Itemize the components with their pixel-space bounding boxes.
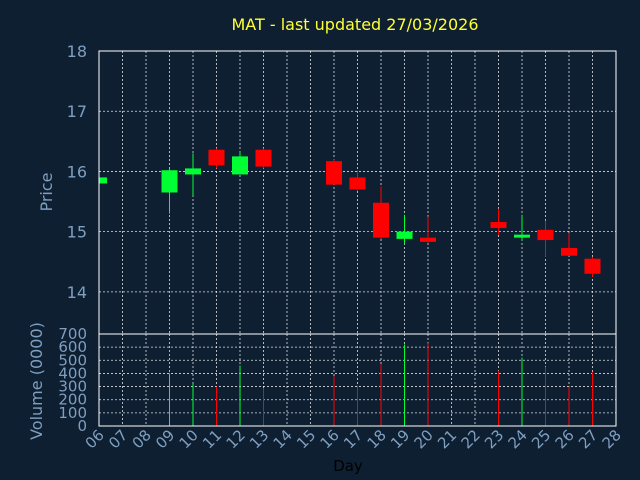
x-tick-label: 07 [105,426,131,452]
candle-up [232,156,248,175]
candle-down [208,149,225,166]
volume-tick-label: 500 [58,351,87,369]
x-tick-label: 17 [340,426,366,452]
x-tick-label: 20 [411,426,437,452]
candle-down [537,229,554,241]
price-tick-label: 15 [67,223,87,242]
volume-tick-label: 200 [58,391,87,409]
candle-down [255,149,272,167]
x-tick-label: 25 [528,426,554,452]
volume-tick-label: 700 [58,325,87,343]
price-tick-label: 17 [67,102,87,121]
candle-down [349,177,366,190]
volume-tick-label: 0 [77,417,87,435]
x-tick-label: 14 [270,426,296,452]
candle-down [490,222,507,229]
price-tick-label: 14 [67,283,87,302]
candle-down [420,237,436,242]
volume-axis-label: Volume (0000) [27,322,46,440]
x-tick-label: 10 [176,426,202,452]
candle-up [99,177,107,184]
x-tick-label: 24 [505,426,531,452]
x-tick-label: 11 [199,426,225,452]
x-tick-label: 16 [317,426,343,452]
price-tick-label: 16 [67,162,87,181]
price-tick-label: 18 [67,42,87,61]
candle-down [326,161,342,185]
candle-down [561,247,577,256]
candle-down [373,202,389,238]
x-tick-label: 21 [434,426,460,452]
candle-up [514,234,530,238]
x-tick-label: 22 [458,426,484,452]
x-axis-label: Day [333,457,363,475]
x-tick-label: 08 [129,426,155,452]
candle-up [185,168,201,175]
x-tick-label: 28 [599,426,625,452]
x-tick-label: 18 [364,426,390,452]
volume-tick-label: 400 [58,364,87,382]
candle-down [584,258,601,274]
price-panel: 14 15 16 17 18 [67,42,617,335]
x-tick-label: 26 [552,426,578,452]
volume-tick-label: 300 [58,378,87,396]
x-tick-label: 09 [152,426,178,452]
x-tick-label: 12 [223,426,249,452]
x-tick-label: 23 [481,426,507,452]
chart-title: MAT - last updated 27/03/2026 [231,15,478,34]
volume-tick-label: 100 [58,404,87,422]
x-tick-label: 15 [293,426,319,452]
price-axis-label: Price [37,172,56,211]
x-tick-label: 19 [387,426,413,452]
volume-tick-label: 600 [58,338,87,356]
x-tick-label: 13 [246,426,272,452]
volume-frame [98,333,617,427]
candle-up [396,231,413,239]
candle-up [161,170,178,193]
x-tick-label: 27 [575,426,601,452]
